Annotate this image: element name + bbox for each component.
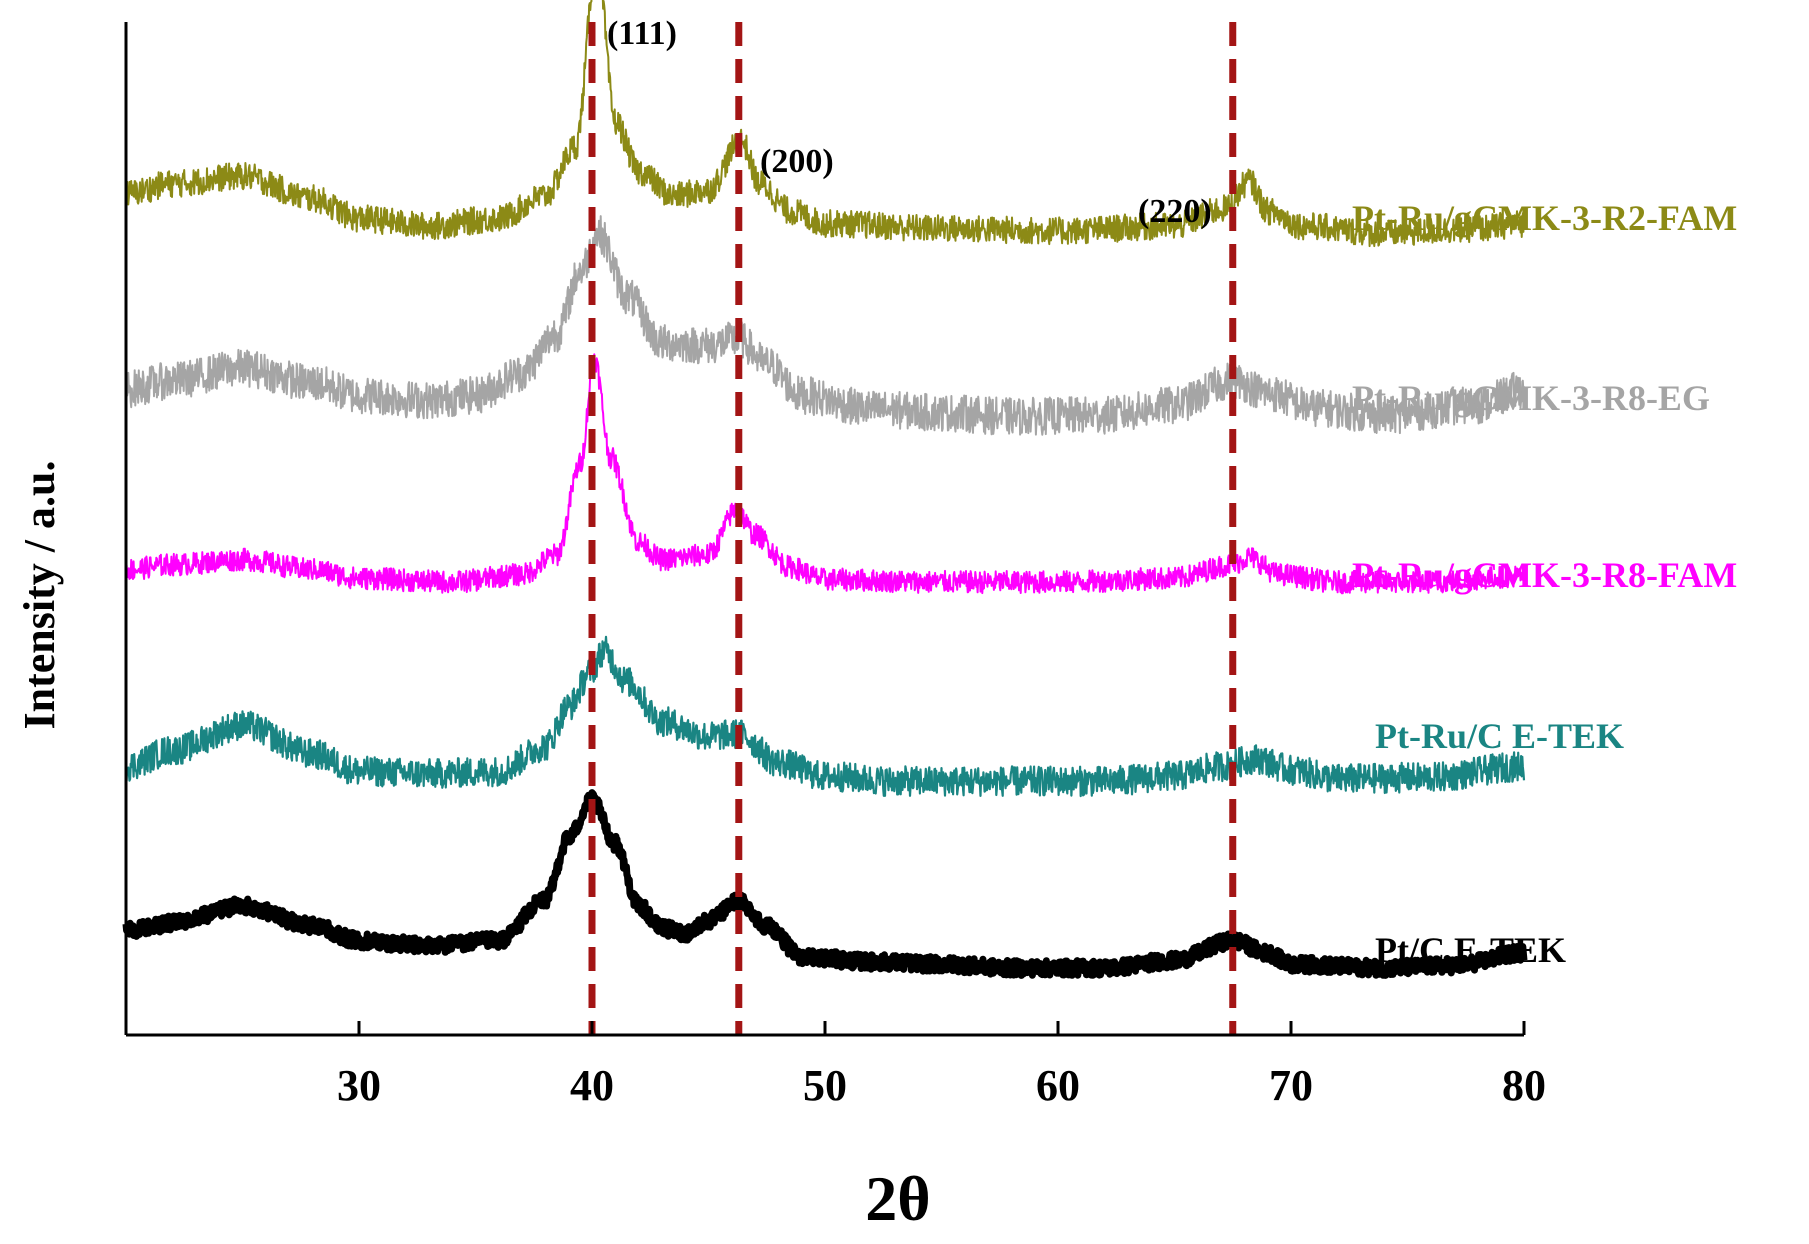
series-line-pt-ru-c-e-tek xyxy=(124,635,1526,798)
reference-line-layer xyxy=(588,22,1237,1035)
series-label-pt-c: Pt/C E-TEK xyxy=(1375,930,1566,970)
axis-layer xyxy=(124,22,1526,1037)
x-axis-title: 2θ xyxy=(865,1163,930,1234)
peak-label-111: (111) xyxy=(607,15,677,52)
series-line-pt-ru-gcmk-3-r8-eg xyxy=(125,215,1525,436)
series-layer xyxy=(122,0,1528,979)
peak-label-200: (200) xyxy=(760,143,834,180)
series-line-pt-ru-gcmk-3-r2-fam xyxy=(125,0,1525,248)
series-label-r2-fam: Pt-Ru/gCMK-3-R2-FAM xyxy=(1352,198,1737,238)
x-tick-label-80: 80 xyxy=(1502,1061,1546,1110)
series-label-r8-fam: Pt-Ru/gCMK-3-R8-FAM xyxy=(1352,555,1737,595)
series-line-pt-c-e-tek xyxy=(122,789,1528,979)
peak-label-220: (220) xyxy=(1138,193,1212,230)
text-layer: 30 40 50 60 70 80 2θ Intensity / a.u. (1… xyxy=(15,15,1737,1234)
series-line-pt-ru-gcmk-3-r8-fam xyxy=(125,353,1525,595)
x-tick-label-50: 50 xyxy=(803,1061,847,1110)
y-axis-title: Intensity / a.u. xyxy=(15,461,64,730)
x-tick-label-40: 40 xyxy=(570,1061,614,1110)
x-tick-label-70: 70 xyxy=(1269,1061,1313,1110)
series-label-ptru-c: Pt-Ru/C E-TEK xyxy=(1375,716,1624,756)
x-tick-label-30: 30 xyxy=(337,1061,381,1110)
series-label-r8-eg: Pt-Ru/gCMK-3-R8-EG xyxy=(1352,378,1710,418)
x-tick-label-60: 60 xyxy=(1036,1061,1080,1110)
